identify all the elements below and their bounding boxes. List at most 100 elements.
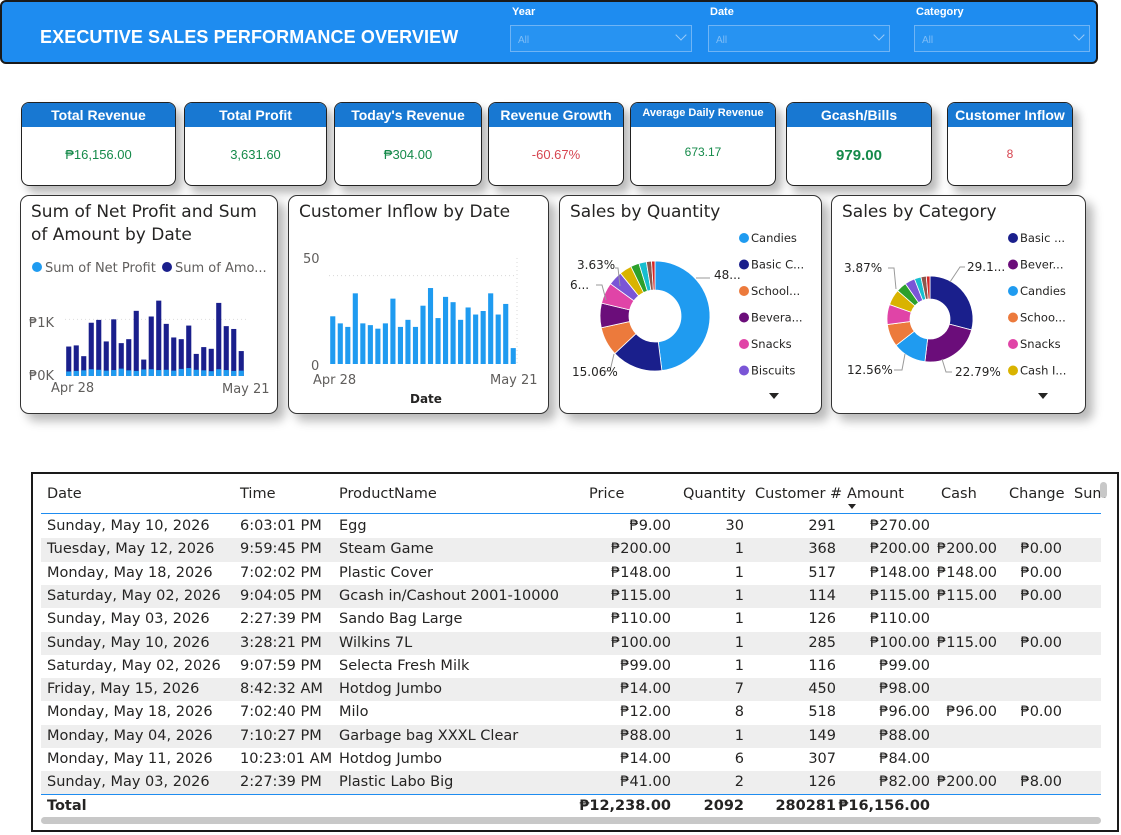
legend-label[interactable]: Candies: [1020, 284, 1066, 298]
bar-net-profit[interactable]: [88, 369, 94, 376]
column-header[interactable]: Amount: [847, 486, 904, 502]
bar-net-profit[interactable]: [118, 368, 124, 376]
column-header[interactable]: Sum: [1074, 486, 1107, 502]
bar-customer-inflow[interactable]: [390, 298, 396, 364]
bar-net-profit[interactable]: [81, 370, 87, 376]
bar-amount[interactable]: [186, 325, 192, 376]
bar-customer-inflow[interactable]: [345, 326, 351, 364]
bar-net-profit[interactable]: [103, 370, 109, 376]
kpi-total-revenue[interactable]: Total Revenue ₱16,156.00: [21, 102, 176, 186]
table-row[interactable]: Sunday, May 03, 2026 2:27:39 PM Plastic La…: [41, 771, 1101, 795]
bar-amount[interactable]: [163, 323, 169, 376]
chart-net-profit-amount[interactable]: Sum of Net Profit Sum of Amo... ₱0K ₱1K Apr …: [21, 196, 278, 414]
table-row[interactable]: Friday, May 15, 2026 8:42:32 AM Hotdog Jum…: [41, 678, 1101, 702]
bar-customer-inflow[interactable]: [367, 325, 373, 364]
legend-label[interactable]: Basic C...: [751, 258, 804, 272]
bar-amount[interactable]: [88, 322, 94, 376]
legend-label[interactable]: Biscuits: [751, 364, 795, 378]
chart-sales-quantity[interactable]: 48... 15.06% 3.63% 6... Candies Basic C... Sch…: [560, 196, 822, 414]
bar-customer-inflow[interactable]: [480, 311, 486, 364]
sales-table[interactable]: Date Time ProductName Price Quantity Customer…: [31, 472, 1119, 832]
bar-net-profit[interactable]: [231, 370, 237, 376]
bar-customer-inflow[interactable]: [450, 302, 456, 364]
bar-amount[interactable]: [238, 351, 244, 376]
sort-descending-icon[interactable]: [848, 504, 856, 509]
bar-net-profit[interactable]: [133, 370, 139, 376]
bar-amount[interactable]: [81, 356, 87, 376]
bar-net-profit[interactable]: [216, 369, 222, 376]
column-header[interactable]: Date: [47, 486, 82, 502]
bar-net-profit[interactable]: [171, 370, 177, 376]
slicer-date-dropdown[interactable]: All: [708, 25, 890, 52]
legend-label[interactable]: School...: [751, 284, 800, 298]
bar-amount[interactable]: [141, 359, 147, 376]
donut-slice[interactable]: [929, 275, 974, 331]
bar-amount[interactable]: [148, 316, 154, 377]
donut-slice[interactable]: [925, 275, 931, 300]
bar-customer-inflow[interactable]: [427, 288, 434, 364]
legend-label[interactable]: Snacks: [1020, 337, 1061, 351]
column-header[interactable]: ProductName: [339, 486, 437, 502]
chart-card-sales-category[interactable]: 29.1... 22.79% 12.56% 3.87% Basic ... Bever..…: [831, 195, 1086, 414]
table-row[interactable]: Monday, May 04, 2026 7:10:27 PM Garbage ba…: [41, 724, 1101, 749]
bar-amount[interactable]: [73, 345, 79, 376]
bar-customer-inflow[interactable]: [352, 293, 358, 364]
kpi-average-daily-revenue[interactable]: Average Daily Revenue 673.17: [630, 102, 776, 186]
legend-label[interactable]: Sum of Amo...: [175, 261, 267, 276]
bar-customer-inflow[interactable]: [375, 328, 381, 364]
bar-customer-inflow[interactable]: [337, 323, 343, 364]
horizontal-scrollbar[interactable]: [41, 817, 1101, 824]
chart-card-net-profit-amount[interactable]: Sum of Net Profit Sum of Amo... ₱0K ₱1K Apr …: [20, 195, 278, 414]
chart-card-customer-inflow[interactable]: 50 0 Apr 28 May 21 Date Customer Inflow by D…: [288, 195, 549, 414]
table-row[interactable]: Monday, May 18, 2026 7:02:40 PM Milo ₱12.00…: [41, 701, 1101, 724]
bar-customer-inflow[interactable]: [397, 326, 403, 364]
bar-amount[interactable]: [201, 347, 207, 376]
bar-net-profit[interactable]: [208, 371, 214, 376]
bar-amount[interactable]: [178, 339, 184, 376]
bar-net-profit[interactable]: [156, 370, 162, 376]
bar-amount[interactable]: [96, 319, 102, 376]
slicer-year-dropdown[interactable]: All: [510, 25, 692, 52]
table-row[interactable]: Saturday, May 02, 2026 9:04:05 PM Gcash in…: [41, 584, 1101, 609]
table-row[interactable]: Monday, May 11, 2026 10:23:01 AM Hotdog Ju…: [41, 748, 1101, 771]
legend-label[interactable]: Sum of Net Profit: [45, 261, 156, 276]
kpi-customer-inflow[interactable]: Customer Inflow 8: [947, 102, 1073, 186]
donut-slice[interactable]: [651, 260, 656, 291]
legend-label[interactable]: Candies: [751, 231, 797, 245]
bar-amount[interactable]: [133, 310, 139, 376]
legend-label[interactable]: Schoo...: [1020, 311, 1066, 325]
bar-amount[interactable]: [66, 346, 72, 376]
kpi-gcash-bills[interactable]: Gcash/Bills 979.00: [786, 102, 932, 186]
column-header[interactable]: Customer #: [755, 486, 843, 502]
bar-customer-inflow[interactable]: [495, 314, 501, 364]
vertical-scrollbar[interactable]: [1100, 482, 1107, 498]
bar-net-profit[interactable]: [148, 369, 154, 376]
legend-label[interactable]: Basic ...: [1020, 231, 1065, 245]
bar-amount[interactable]: [103, 341, 109, 376]
bar-net-profit[interactable]: [111, 370, 117, 376]
bar-amount[interactable]: [231, 328, 237, 376]
column-header[interactable]: Time: [240, 486, 276, 502]
bar-amount[interactable]: [223, 326, 229, 376]
bar-customer-inflow[interactable]: [510, 348, 516, 364]
donut-slice[interactable]: [924, 323, 973, 363]
bar-customer-inflow[interactable]: [412, 326, 419, 364]
table-row[interactable]: Saturday, May 02, 2026 9:07:59 PM Selecta …: [41, 655, 1101, 678]
bar-net-profit[interactable]: [126, 370, 132, 376]
legend-scroll-down-icon[interactable]: [1038, 393, 1048, 399]
bar-customer-inflow[interactable]: [382, 323, 388, 364]
bar-customer-inflow[interactable]: [465, 307, 471, 364]
bar-net-profit[interactable]: [186, 368, 192, 376]
legend-label[interactable]: Bevera...: [751, 311, 803, 325]
bar-amount[interactable]: [156, 300, 162, 376]
bar-customer-inflow[interactable]: [435, 318, 441, 364]
bar-net-profit[interactable]: [201, 370, 207, 376]
bar-customer-inflow[interactable]: [458, 319, 464, 364]
bar-amount[interactable]: [126, 339, 132, 376]
bar-net-profit[interactable]: [66, 371, 72, 376]
bar-amount[interactable]: [193, 353, 199, 376]
bar-customer-inflow[interactable]: [443, 296, 449, 364]
table-row[interactable]: Monday, May 18, 2026 7:02:02 PM Plastic Co…: [41, 562, 1101, 585]
bar-amount[interactable]: [216, 302, 222, 376]
